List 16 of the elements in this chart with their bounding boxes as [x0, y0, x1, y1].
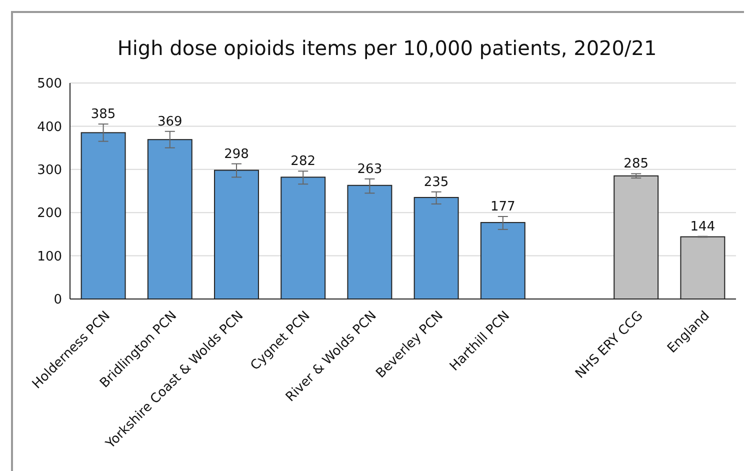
data-label: 235: [424, 174, 449, 190]
data-label: 144: [690, 219, 716, 234]
data-label: 298: [224, 146, 249, 162]
data-label: 385: [90, 107, 116, 122]
y-tick-label: 200: [37, 206, 62, 222]
data-label: 282: [290, 154, 316, 170]
y-tick-label: 400: [37, 120, 62, 135]
data-label: 177: [490, 199, 516, 214]
data-label: 285: [624, 156, 649, 172]
y-tick-label: 100: [37, 249, 62, 264]
y-tick-label: 0: [54, 292, 62, 308]
y-tick-label: 300: [37, 162, 62, 178]
data-label: 369: [157, 114, 182, 130]
data-label: 263: [357, 162, 382, 177]
y-tick-label: 500: [37, 76, 62, 92]
chart-title: High dose opioids items per 10,000 patients, 2020/21: [117, 36, 657, 60]
